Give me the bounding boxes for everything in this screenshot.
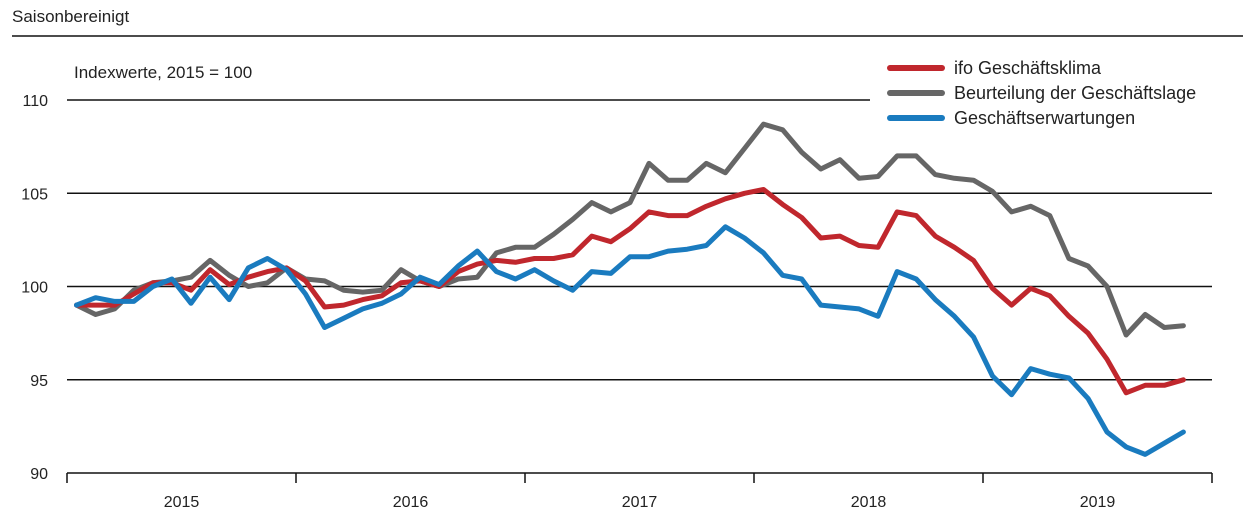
y-tick-label: 100 — [21, 280, 48, 297]
x-tick-label: 2018 — [851, 494, 887, 511]
y-tick-label: 90 — [30, 466, 48, 483]
y-tick-labels: 90 95 100 105 110 — [21, 93, 48, 483]
x-tick-label: 2016 — [393, 494, 429, 511]
series-lines — [74, 121, 1186, 457]
gridlines — [67, 99, 1212, 381]
legend-label: Geschäftserwartungen — [954, 108, 1135, 128]
x-axis: 2015 2016 2017 2018 2019 — [66, 472, 1213, 511]
series-line-1 — [74, 187, 1186, 396]
series-line-3 — [74, 224, 1186, 457]
y-tick-label: 95 — [30, 373, 48, 390]
y-tick-label: 110 — [22, 93, 48, 110]
x-tick-label: 2019 — [1080, 494, 1116, 511]
legend: ifo Geschäftsklima Beurteilung der Geschä… — [887, 58, 1196, 128]
legend-label: ifo Geschäftsklima — [954, 58, 1102, 78]
x-tick-label: 2017 — [622, 494, 658, 511]
series-line-2 — [74, 121, 1186, 338]
chart-subtitle: Saisonbereinigt — [12, 7, 129, 26]
y-tick-label: 105 — [21, 186, 48, 203]
x-tick-label: 2015 — [164, 494, 200, 511]
y-axis-label: Indexwerte, 2015 = 100 — [74, 63, 252, 82]
legend-label: Beurteilung der Geschäftslage — [954, 83, 1196, 103]
